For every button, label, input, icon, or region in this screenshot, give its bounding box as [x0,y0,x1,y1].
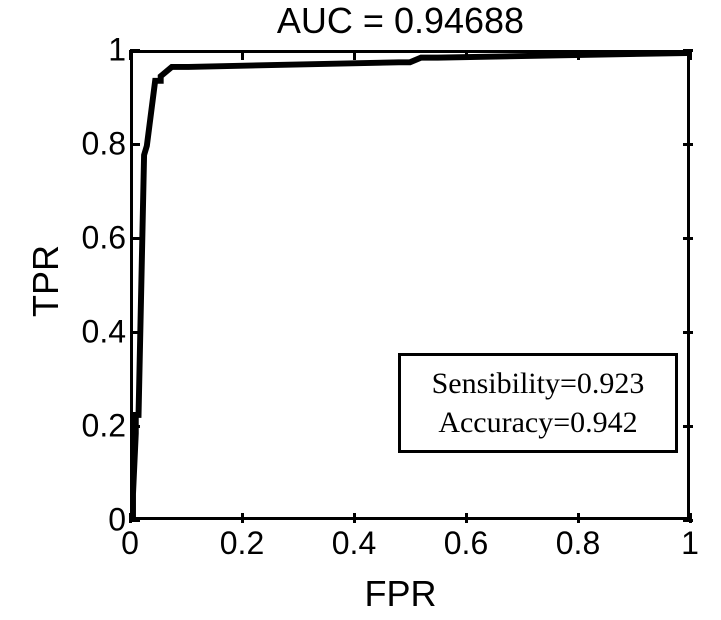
x-tick-mark [577,50,580,60]
y-tick-mark [130,237,140,240]
x-tick-label: 0 [121,525,139,562]
x-tick-mark [465,50,468,60]
metrics-box: Sensibility=0.923 Accuracy=0.942 [398,353,678,453]
x-tick-mark [241,513,244,523]
y-tick-label: 1 [108,32,126,69]
y-tick-label: 0.6 [82,220,126,257]
y-tick-label: 0.4 [82,314,126,351]
y-tick-mark [683,143,693,146]
x-tick-mark [689,513,692,523]
y-tick-mark [130,425,140,428]
y-tick-mark [683,331,693,334]
roc-chart: AUC = 0.94688 TPR FPR Sensibility=0.923 … [0,0,721,620]
sensibility-text: Sensibility=0.923 [417,364,659,403]
y-tick-label: 0.8 [82,126,126,163]
x-tick-mark [353,50,356,60]
plot-area: Sensibility=0.923 Accuracy=0.942 [130,50,690,520]
y-tick-mark [683,425,693,428]
y-tick-mark [130,143,140,146]
x-tick-mark [353,513,356,523]
x-tick-mark [577,513,580,523]
accuracy-text: Accuracy=0.942 [417,403,659,442]
y-tick-mark [130,331,140,334]
x-tick-label: 0.2 [220,525,264,562]
x-tick-label: 1 [681,525,699,562]
x-tick-mark [689,50,692,60]
x-tick-label: 0.8 [556,525,600,562]
x-axis-label: FPR [0,573,721,615]
y-axis-label: TPR [25,245,67,317]
x-tick-mark [241,50,244,60]
x-tick-label: 0.6 [444,525,488,562]
x-tick-mark [129,513,132,523]
x-tick-mark [129,50,132,60]
y-tick-mark [683,237,693,240]
x-tick-mark [465,513,468,523]
x-tick-label: 0.4 [332,525,376,562]
y-tick-label: 0.2 [82,408,126,445]
